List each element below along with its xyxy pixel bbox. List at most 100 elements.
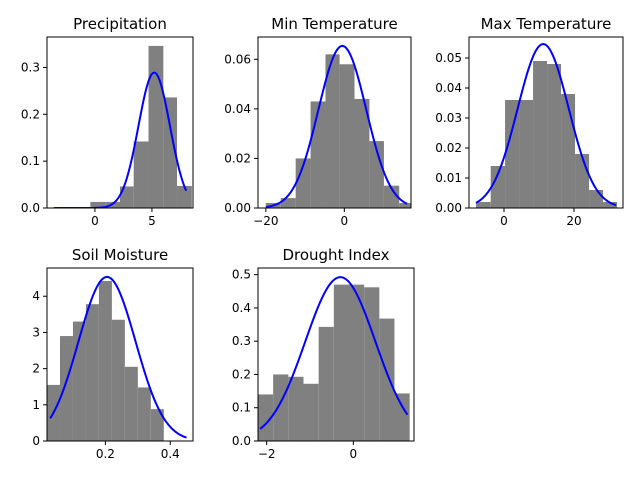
histogram-bar <box>98 281 112 441</box>
x-tick-label: −20 <box>253 214 278 228</box>
y-tick-label: 0.01 <box>435 171 462 185</box>
histogram-bar <box>369 141 384 208</box>
axes-frame <box>46 267 194 442</box>
y-tick-label: 0.06 <box>224 52 251 66</box>
x-tick-label: 0 <box>500 214 508 228</box>
histogram-bar <box>150 409 164 441</box>
density-curve <box>475 43 617 207</box>
histogram-bar <box>163 97 178 208</box>
y-tick-label: 0.2 <box>21 107 40 121</box>
histogram-bar <box>575 154 590 208</box>
subplot-title: Drought Index <box>282 246 389 264</box>
density-curve <box>53 71 188 208</box>
histogram-bar <box>295 158 311 208</box>
subplot-4: −2 0 0.0 0.1 0.2 0.3 0.4 0.5 Drought Index <box>232 246 415 461</box>
y-tick-label: 0.1 <box>232 401 251 415</box>
y-tick-label: 0.4 <box>232 301 251 315</box>
histogram-bar <box>124 366 138 441</box>
histogram-bar <box>318 326 334 441</box>
histogram-bar <box>589 190 604 208</box>
y-tick-label: 0.3 <box>232 334 251 348</box>
subplot-title: Max Temperature <box>481 15 612 33</box>
histogram-bar <box>379 318 395 441</box>
subplot-title: Soil Moisture <box>72 246 168 264</box>
y-tick-label: 0.1 <box>21 154 40 168</box>
y-tick-label: 4 <box>32 289 40 303</box>
x-tick-label: −2 <box>258 447 276 461</box>
plot-area <box>265 44 411 208</box>
y-tick-label: 0.00 <box>224 201 251 215</box>
histogram-bar <box>85 304 99 441</box>
axes-frame <box>257 36 412 209</box>
histogram-bar <box>333 284 349 441</box>
histogram-bar <box>490 166 506 208</box>
histogram-bar <box>476 202 491 208</box>
density-curve <box>49 275 187 439</box>
subplot-title: Precipitation <box>73 15 167 33</box>
y-tick-label: 2 <box>32 362 40 376</box>
subplot-1: −20 0 0.00 0.02 0.04 0.06 Min Temperature <box>224 15 412 228</box>
histogram-bar <box>90 201 106 208</box>
histogram-bar <box>303 383 319 441</box>
y-tick-label: 0.04 <box>435 81 462 95</box>
density-curve <box>259 276 409 430</box>
x-tick-label: 0.4 <box>161 447 180 461</box>
axes-frame <box>468 36 624 209</box>
subplot-3: 0.2 0.4 0 1 2 3 4 Soil Moisture <box>32 246 194 461</box>
x-tick-label: 0.2 <box>96 447 115 461</box>
y-tick-label: 0 <box>32 434 40 448</box>
plot-area <box>53 45 192 208</box>
axes-frame <box>257 267 415 442</box>
histogram-bar <box>354 98 370 208</box>
histogram-bar <box>280 198 296 208</box>
histogram-bar <box>325 54 340 208</box>
histogram-bar <box>137 387 151 441</box>
histogram-bar <box>148 45 164 208</box>
histogram-bar <box>273 374 289 441</box>
histogram-bar <box>561 94 576 208</box>
x-tick-label: 20 <box>566 214 581 228</box>
y-tick-label: 1 <box>32 398 40 412</box>
histogram-bar <box>533 61 548 208</box>
histogram-bar <box>603 202 618 208</box>
y-tick-label: 0.0 <box>21 201 40 215</box>
histogram-bar <box>120 186 134 208</box>
histogram-bar <box>383 185 400 208</box>
y-tick-label: 3 <box>32 325 40 339</box>
x-tick-label: 0 <box>340 214 348 228</box>
histogram-bar <box>399 203 411 208</box>
y-tick-label: 0.04 <box>224 102 251 116</box>
histogram-bar <box>111 319 125 441</box>
histogram-bar <box>519 100 534 208</box>
plot-area <box>47 275 187 441</box>
y-tick-label: 0.02 <box>224 151 251 165</box>
histogram-bar <box>258 394 274 441</box>
histogram-bar <box>364 287 380 441</box>
histogram-bar <box>339 64 355 208</box>
histogram-bar <box>505 100 520 208</box>
histogram-bar <box>288 376 304 441</box>
histogram-bar <box>310 101 326 208</box>
x-tick-label: 0 <box>91 214 99 228</box>
histogram-bar <box>349 284 365 441</box>
histogram-bar <box>59 336 73 441</box>
y-tick-label: 0.05 <box>435 51 462 65</box>
subplot-title: Min Temperature <box>271 15 397 33</box>
axes-frame <box>46 36 194 209</box>
y-tick-label: 0.5 <box>232 268 251 282</box>
histogram-bar <box>394 393 410 441</box>
y-tick-label: 0.02 <box>435 141 462 155</box>
y-tick-label: 0.00 <box>435 201 462 215</box>
subplot-0: 0 5 0.0 0.1 0.2 0.3 Precipitation <box>21 15 194 228</box>
x-tick-label: 0 <box>350 447 358 461</box>
subplot-2: 0 20 0.00 0.01 0.02 0.03 0.04 0.05 Max Temperatu… <box>435 15 624 228</box>
x-tick-label: 5 <box>148 214 156 228</box>
plot-area <box>475 43 618 208</box>
plot-area <box>258 276 410 441</box>
y-tick-label: 0.2 <box>232 367 251 381</box>
histogram-bar <box>133 141 149 208</box>
histogram-bar <box>177 185 192 208</box>
histogram-bar <box>547 64 562 208</box>
y-tick-label: 0.3 <box>21 60 40 74</box>
